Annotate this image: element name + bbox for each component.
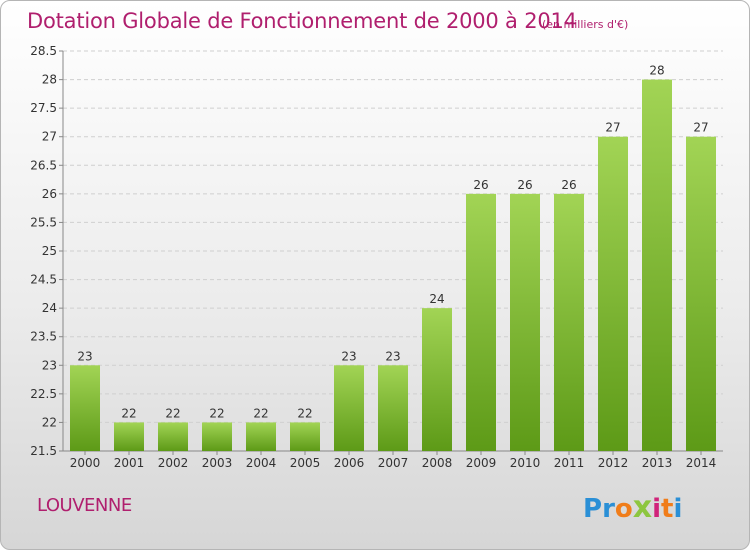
bar-2014 [686, 136, 716, 451]
bar-2013 [642, 79, 672, 452]
x-tick-labels: 2000 2001 2002 2003 2004 2005 2006 2007 2008 2009… [70, 451, 717, 470]
x-tick-label-2003: 2003 [202, 456, 233, 470]
logo-letter: P [583, 494, 603, 524]
y-tick-label: 25.5 [30, 215, 57, 229]
bar-2003 [202, 422, 232, 451]
bar-2012 [598, 136, 628, 451]
data-label-2000: 23 [77, 349, 92, 363]
x-tick-label-2010: 2010 [510, 456, 541, 470]
logo-letter: i [652, 494, 662, 524]
x-tick-label-2002: 2002 [158, 456, 189, 470]
y-tick-label: 25 [42, 244, 57, 258]
data-label-2009: 26 [473, 178, 488, 192]
place-name: LOUVENNE [37, 495, 132, 516]
data-label-2008: 24 [429, 292, 444, 306]
x-tick-label-2009: 2009 [466, 456, 497, 470]
y-tick-label: 23.5 [30, 330, 57, 344]
proxiti-logo: Proxiti [583, 490, 682, 525]
x-tick-label-2004: 2004 [246, 456, 277, 470]
y-tick-label: 22.5 [30, 387, 57, 401]
x-tick-label-2011: 2011 [554, 456, 585, 470]
logo-letter: t [661, 494, 674, 524]
data-label-2013: 28 [649, 64, 664, 78]
bars [70, 79, 716, 452]
data-label-2002: 22 [165, 406, 180, 420]
bar-2008 [422, 308, 452, 451]
y-tick-label: 28 [42, 73, 57, 87]
bar-2000 [70, 365, 100, 451]
data-label-2012: 27 [605, 121, 620, 135]
y-tick-label: 22 [42, 415, 57, 429]
y-tick-label: 27.5 [30, 101, 57, 115]
x-tick-label-2001: 2001 [114, 456, 145, 470]
x-tick-label-2014: 2014 [686, 456, 717, 470]
bar-2004 [246, 422, 276, 451]
x-tick-label-2008: 2008 [422, 456, 453, 470]
data-label-2004: 22 [253, 406, 268, 420]
logo-letter: r [602, 494, 615, 524]
data-label-2003: 22 [209, 406, 224, 420]
data-label-2006: 23 [341, 349, 356, 363]
y-tick-label: 21.5 [30, 444, 57, 458]
data-label-2005: 22 [297, 406, 312, 420]
bar-2007 [378, 365, 408, 451]
logo-letter: x [632, 490, 653, 525]
x-tick-label-2006: 2006 [334, 456, 365, 470]
data-label-2011: 26 [561, 178, 576, 192]
bar-2005 [290, 422, 320, 451]
y-tick-label: 23 [42, 358, 57, 372]
data-labels: 23 22 22 22 22 22 23 23 24 26 26 26 27 28 27 [77, 64, 708, 421]
logo-letter: i [673, 494, 683, 524]
y-tick-labels: 21.5 22 22.5 23 23.5 24 24.5 25 25.5 26 26.5 27 27.5… [30, 44, 57, 458]
bar-2009 [466, 193, 496, 451]
y-tick-label: 24.5 [30, 273, 57, 287]
x-tick-label-2012: 2012 [598, 456, 629, 470]
x-tick-label-2013: 2013 [642, 456, 673, 470]
logo-letter: o [614, 494, 633, 524]
x-tick-label-2007: 2007 [378, 456, 409, 470]
bar-2010 [510, 193, 540, 451]
chart-unit: (en milliers d'€) [542, 18, 629, 31]
bar-2001 [114, 422, 144, 451]
x-tick-label-2005: 2005 [290, 456, 321, 470]
bar-2002 [158, 422, 188, 451]
y-tick-label: 27 [42, 130, 57, 144]
y-tick-label: 26 [42, 187, 57, 201]
x-tick-label-2000: 2000 [70, 456, 101, 470]
data-label-2010: 26 [517, 178, 532, 192]
y-tick-label: 26.5 [30, 158, 57, 172]
data-label-2014: 27 [693, 121, 708, 135]
bar-2011 [554, 193, 584, 451]
data-label-2007: 23 [385, 349, 400, 363]
bar-2006 [334, 365, 364, 451]
chart-title: Dotation Globale de Fonctionnement de 20… [27, 9, 577, 33]
data-label-2001: 22 [121, 406, 136, 420]
y-tick-label: 24 [42, 301, 57, 315]
y-tick-label: 28.5 [30, 44, 57, 58]
